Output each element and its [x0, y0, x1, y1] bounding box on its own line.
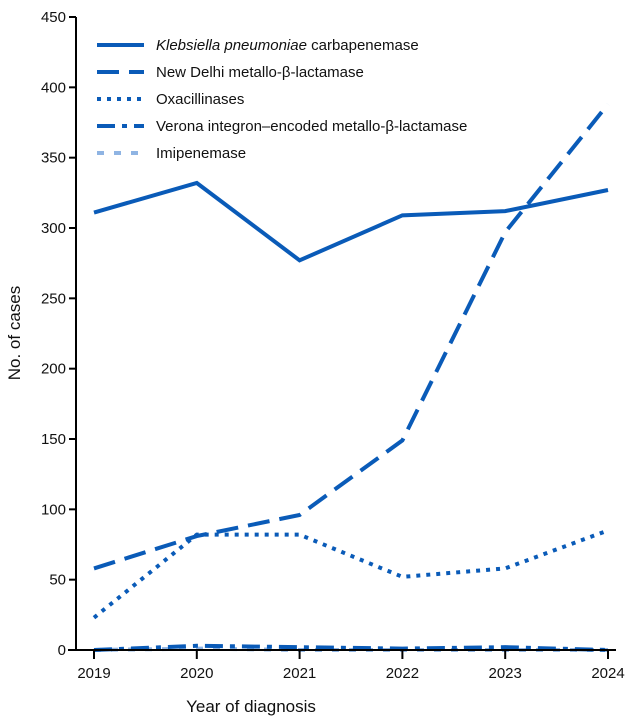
y-tick-label: 400	[41, 79, 66, 96]
x-tick-label: 2019	[77, 665, 110, 682]
x-tick-label: 2024	[591, 665, 624, 682]
series-line-0	[93, 180, 609, 263]
x-axis-label: Year of diagnosis	[186, 697, 316, 716]
x-tick-label: 2022	[386, 665, 419, 682]
y-tick-label: 300	[41, 220, 66, 237]
series-line-3	[93, 643, 609, 652]
legend-label-2: Oxacillinases	[156, 91, 244, 108]
y-tick-label: 250	[41, 290, 66, 307]
y-axis-label: No. of cases	[5, 286, 24, 381]
y-tick-label: 0	[58, 642, 66, 659]
legend-label-0: Klebsiella pneumoniae carbapenemase	[156, 37, 419, 54]
series-line-2	[92, 528, 609, 620]
y-tick-label: 450	[41, 9, 66, 26]
x-tick-label: 2023	[489, 665, 522, 682]
y-tick-label: 50	[49, 572, 66, 589]
legend-label-3: Verona integron–encoded metallo-β-lactam…	[156, 118, 467, 135]
x-tick-label: 2021	[283, 665, 316, 682]
legend-label-1: New Delhi metallo-β-lactamase	[156, 64, 364, 81]
y-tick-label: 200	[41, 361, 66, 378]
y-tick-label: 100	[41, 501, 66, 518]
series-line-1	[93, 102, 610, 571]
y-tick-label: 150	[41, 431, 66, 448]
y-tick-label: 350	[41, 150, 66, 167]
legend-label-4: Imipenemase	[156, 145, 246, 162]
legend: Klebsiella pneumoniae carbapenemase New D…	[97, 37, 467, 162]
x-tick-label: 2020	[180, 665, 213, 682]
